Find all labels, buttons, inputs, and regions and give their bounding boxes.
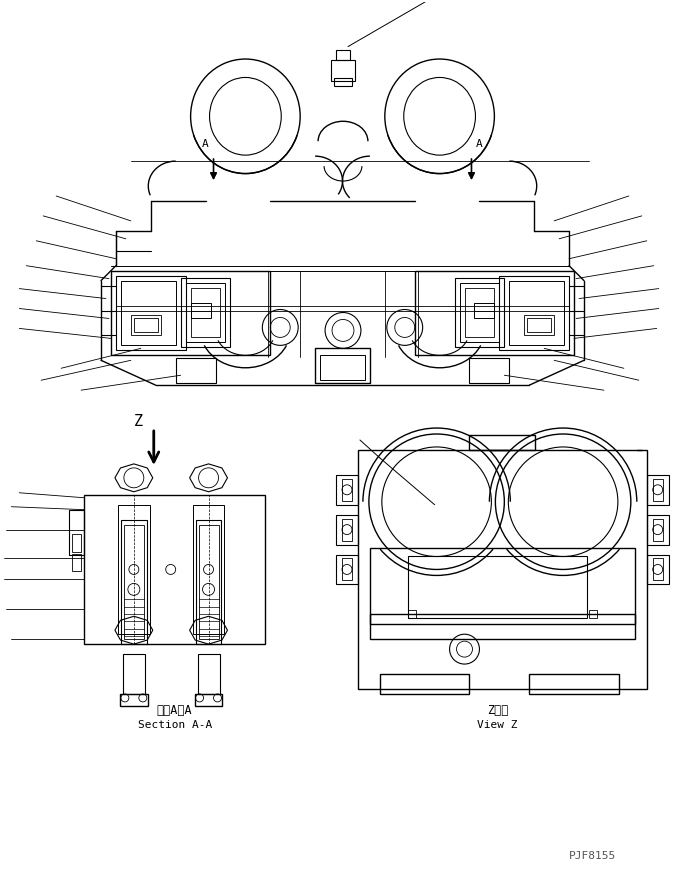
Bar [195,694,222,706]
Bar [196,520,222,645]
Bar [198,524,219,639]
Bar [653,518,663,541]
Bar [191,287,220,337]
Bar [124,524,144,639]
Bar [370,614,635,639]
Bar [415,271,574,355]
Bar [101,310,116,335]
Bar [336,515,358,544]
Bar [528,319,551,333]
Bar [469,435,535,450]
Bar [475,302,495,319]
Bar [464,287,495,337]
Bar [72,553,81,571]
Text: A: A [476,139,483,149]
Bar [334,78,352,86]
Bar [509,280,564,346]
Bar [647,555,669,584]
Text: Z　視: Z 視 [486,705,508,718]
Bar [116,275,186,350]
Bar [191,302,211,319]
Bar [407,556,587,618]
Bar [176,358,215,383]
Bar [320,355,365,381]
Bar [569,310,584,335]
Bar [342,518,352,541]
Bar [123,654,145,694]
Bar [653,479,663,501]
Bar [407,611,416,618]
Text: PJF8155: PJF8155 [569,851,616,861]
Bar [380,674,469,694]
Bar [121,280,176,346]
Bar [342,558,352,580]
Bar [469,358,509,383]
Bar [180,278,230,348]
Text: Z: Z [134,414,143,429]
Bar [524,315,554,335]
Bar [370,548,635,625]
Bar [455,278,504,348]
Bar [499,275,569,350]
Bar [101,286,116,310]
Bar [198,654,220,694]
Bar [84,495,265,645]
Bar [315,348,370,383]
Bar [186,282,226,342]
Bar [647,515,669,544]
Bar [589,611,597,618]
Bar [131,315,161,335]
Text: A: A [202,139,209,149]
Bar [336,555,358,584]
Bar [120,694,147,706]
Bar [193,504,224,634]
Bar [358,450,647,689]
Bar [111,271,270,355]
Bar [653,558,663,580]
Text: View Z: View Z [477,719,518,730]
Bar [569,286,584,310]
Bar [336,50,350,59]
Bar [529,674,619,694]
Bar [336,475,358,504]
Bar [134,319,158,333]
Bar [331,59,355,82]
Text: Section A-A: Section A-A [138,719,212,730]
Bar [342,479,352,501]
Bar [118,504,150,634]
Bar [460,282,499,342]
Bar [121,520,147,645]
Text: 断面A－A: 断面A－A [157,705,193,718]
Bar [647,475,669,504]
Bar [72,534,81,551]
Bar [69,510,84,555]
